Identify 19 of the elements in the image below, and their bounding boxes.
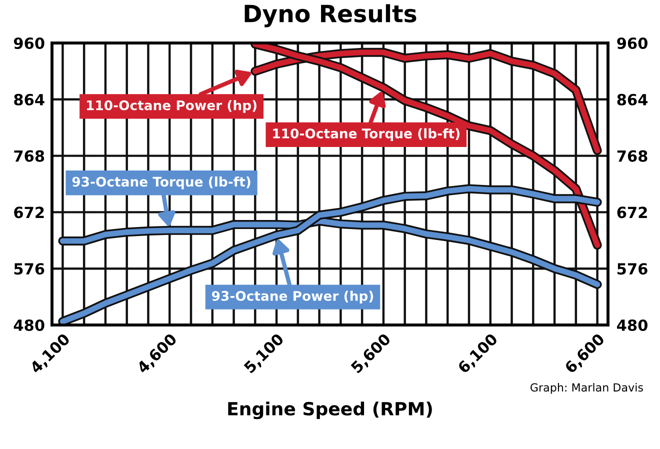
chart-title: Dyno Results — [244, 4, 416, 28]
text: Graph: Marlan Davis — [530, 383, 643, 394]
text: 93-Octane Torque (lb-ft) — [72, 176, 250, 190]
y-tick-label: 576 — [14, 263, 44, 275]
y2-tick-label: 576 — [618, 263, 648, 275]
x-axis-title: Engine Speed (RPM) — [228, 402, 432, 420]
y-tick-label: 480 — [14, 319, 44, 332]
legend-label: 110-Octane Power (hp) — [86, 100, 256, 113]
y2-tick-label: 768 — [617, 150, 648, 162]
y-tick-label: 864 — [14, 94, 44, 106]
series-label: 93-Octane Power (hp) — [212, 290, 374, 304]
y2-tick-label: 480 — [617, 319, 648, 332]
y2-tick-label: 864 — [617, 94, 648, 106]
y-tick-label: 768 — [14, 150, 44, 162]
y-tick-label: 672 — [14, 206, 44, 218]
y2-tick-label: 672 — [617, 206, 647, 218]
y2-tick-label: 960 — [617, 37, 648, 50]
y-tick-label: 960 — [14, 37, 44, 50]
legend-label: 110-Octane Torque (lb-ft) — [273, 128, 460, 142]
